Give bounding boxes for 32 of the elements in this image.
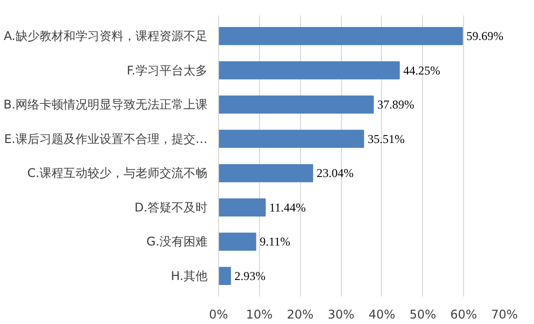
- data-label: 2.93%: [234, 268, 266, 283]
- y-tick-label: E.课后习题及作业设置不合理，提交…: [4, 132, 208, 146]
- data-label: 44.25%: [403, 63, 440, 78]
- x-tick-label: 20%: [286, 308, 314, 322]
- data-label: 59.69%: [466, 29, 504, 44]
- y-tick-label: A.缺少教材和学习资料，课程资源不足: [4, 29, 208, 44]
- x-tick-label: 0%: [208, 308, 228, 322]
- bar: [218, 61, 400, 80]
- bar: [218, 96, 374, 114]
- y-tick-label: H.其他: [170, 268, 208, 283]
- bar: [218, 232, 256, 251]
- bar: [218, 26, 463, 46]
- y-tick-label: D.答疑不及时: [134, 200, 208, 214]
- y-tick-label: F.学习平台太多: [126, 63, 208, 78]
- x-tick-label: 60%: [450, 308, 477, 322]
- data-label: 37.89%: [377, 98, 414, 112]
- data-label: 9.11%: [260, 234, 290, 249]
- y-tick-label: G.没有困难: [146, 234, 208, 249]
- x-tick-label: 70%: [491, 308, 518, 322]
- bar: [218, 164, 314, 182]
- bar: [218, 130, 364, 148]
- x-tick-label: 50%: [409, 308, 436, 322]
- y-tick-label: C.课程互动较少，与老师交流不畅: [27, 166, 208, 180]
- x-tick-label: 10%: [246, 308, 273, 322]
- x-tick-label: 30%: [328, 308, 354, 322]
- bar: [218, 266, 231, 286]
- bar: [218, 198, 266, 216]
- data-label: 11.44%: [269, 200, 306, 214]
- data-label: 23.04%: [316, 166, 354, 180]
- x-tick-label: 40%: [368, 308, 396, 322]
- y-tick-label: B.网络卡顿情况明显导致无法正常上课: [3, 98, 208, 112]
- data-label: 35.51%: [368, 132, 405, 146]
